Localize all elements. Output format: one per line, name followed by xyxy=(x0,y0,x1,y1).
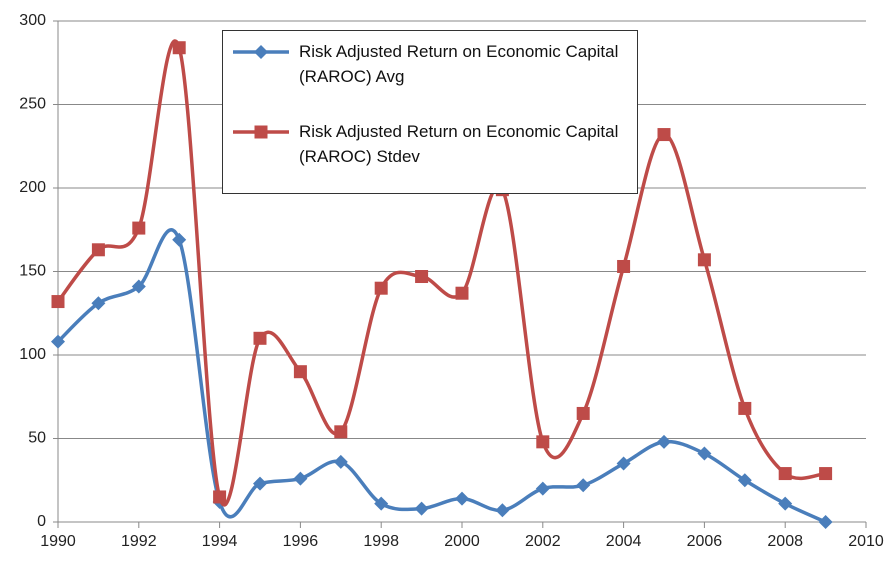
x-tick-label: 2006 xyxy=(687,533,723,550)
marker xyxy=(415,270,429,284)
series-line xyxy=(56,228,827,524)
x-tick-label: 1990 xyxy=(40,533,76,550)
legend-label: Risk Adjusted Return on Economic Capital… xyxy=(299,42,619,86)
marker xyxy=(172,232,187,247)
x-tick-label: 2000 xyxy=(444,533,480,550)
x-tick-label: 1992 xyxy=(121,533,157,550)
marker xyxy=(414,501,429,516)
y-tick-label: 150 xyxy=(19,263,46,280)
x-tick-label: 2004 xyxy=(606,533,642,550)
x-tick-label: 2010 xyxy=(848,533,884,550)
marker xyxy=(495,503,510,518)
x-tick-label: 1998 xyxy=(363,533,399,550)
marker xyxy=(172,41,186,55)
x-tick-label: 2002 xyxy=(525,533,561,550)
marker xyxy=(778,496,793,511)
marker xyxy=(293,471,308,486)
marker xyxy=(213,490,227,504)
marker xyxy=(254,45,268,59)
marker xyxy=(657,128,671,142)
marker xyxy=(819,467,833,481)
y-tick-label: 0 xyxy=(37,513,46,530)
marker xyxy=(738,401,752,415)
x-tick-label: 2008 xyxy=(767,533,803,550)
marker xyxy=(374,496,389,511)
marker xyxy=(455,286,469,300)
legend-label: Risk Adjusted Return on Economic Capital… xyxy=(299,122,619,166)
marker xyxy=(657,434,671,449)
marker xyxy=(536,435,550,449)
marker xyxy=(254,125,268,139)
marker xyxy=(737,473,752,488)
marker xyxy=(576,478,591,493)
legend-entry: Risk Adjusted Return on Economic Capital… xyxy=(231,39,639,89)
marker xyxy=(535,481,550,496)
y-tick-label: 100 xyxy=(19,346,46,363)
y-tick-label: 300 xyxy=(19,12,46,29)
marker xyxy=(576,406,590,420)
marker xyxy=(374,281,388,295)
y-tick-label: 200 xyxy=(19,179,46,196)
legend: Risk Adjusted Return on Economic Capital… xyxy=(222,30,638,194)
x-tick-label: 1996 xyxy=(283,533,319,550)
y-tick-label: 50 xyxy=(28,430,46,447)
legend-entry: Risk Adjusted Return on Economic Capital… xyxy=(231,119,639,169)
marker xyxy=(333,454,348,469)
marker xyxy=(697,253,711,267)
marker xyxy=(455,491,469,506)
marker xyxy=(253,331,267,345)
marker xyxy=(616,456,631,471)
marker xyxy=(51,295,65,309)
marker xyxy=(51,334,65,349)
marker xyxy=(132,221,146,235)
x-tick-label: 1994 xyxy=(202,533,238,550)
marker xyxy=(818,515,833,529)
legend-swatch xyxy=(233,45,289,59)
marker xyxy=(253,476,267,491)
marker xyxy=(697,446,712,461)
marker xyxy=(131,279,146,294)
marker xyxy=(293,365,307,379)
marker xyxy=(778,467,792,481)
marker xyxy=(91,296,106,311)
legend-swatch xyxy=(233,125,289,139)
marker xyxy=(91,243,105,257)
y-tick-label: 250 xyxy=(19,96,46,113)
marker xyxy=(617,259,631,273)
marker xyxy=(334,425,348,439)
